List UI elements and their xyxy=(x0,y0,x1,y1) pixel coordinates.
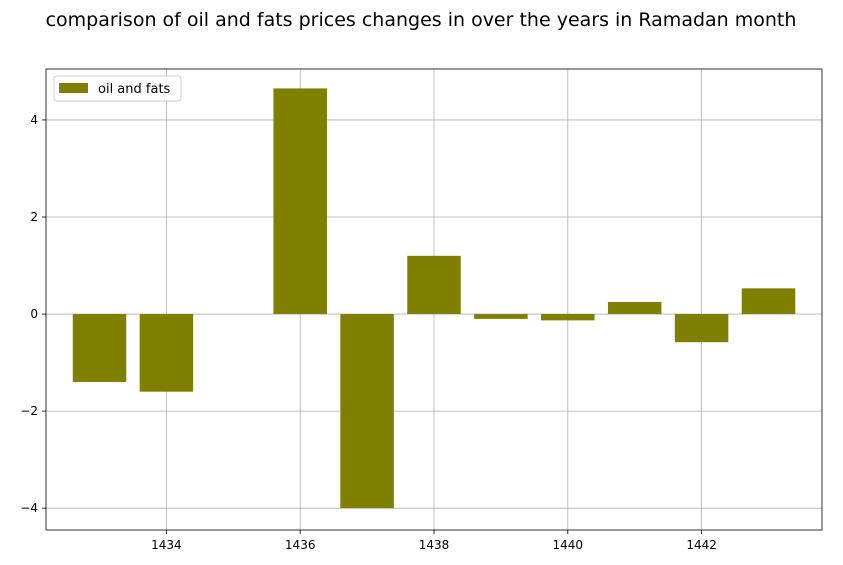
legend: oil and fats xyxy=(53,75,182,102)
bar xyxy=(139,314,194,392)
bar xyxy=(72,314,127,382)
y-tick-label: −2 xyxy=(20,404,38,418)
x-tick-label: 1438 xyxy=(419,538,450,552)
bar xyxy=(340,314,394,509)
y-tick-label: 2 xyxy=(30,210,38,224)
bar xyxy=(541,314,595,321)
legend-swatch xyxy=(59,83,88,93)
x-tick-label: 1434 xyxy=(151,538,182,552)
bar xyxy=(674,314,729,343)
bar xyxy=(607,301,662,315)
x-tick-label: 1436 xyxy=(285,538,316,552)
legend-label: oil and fats xyxy=(98,82,171,97)
chart-title: comparison of oil and fats prices change… xyxy=(46,9,797,31)
y-tick-label: 0 xyxy=(30,307,38,321)
y-tick-label: −4 xyxy=(20,501,38,515)
bar xyxy=(407,255,461,315)
bar xyxy=(273,88,327,315)
y-tick-label: 4 xyxy=(30,113,38,127)
bar xyxy=(741,288,796,315)
x-tick-label: 1442 xyxy=(686,538,717,552)
bars xyxy=(72,88,796,509)
axis-ticks: 1434 1436 1438 1440 1442 −4 −2 0 2 4 xyxy=(20,113,717,552)
bar xyxy=(474,314,528,319)
legend-box xyxy=(53,75,182,102)
x-tick-label: 1440 xyxy=(553,538,584,552)
